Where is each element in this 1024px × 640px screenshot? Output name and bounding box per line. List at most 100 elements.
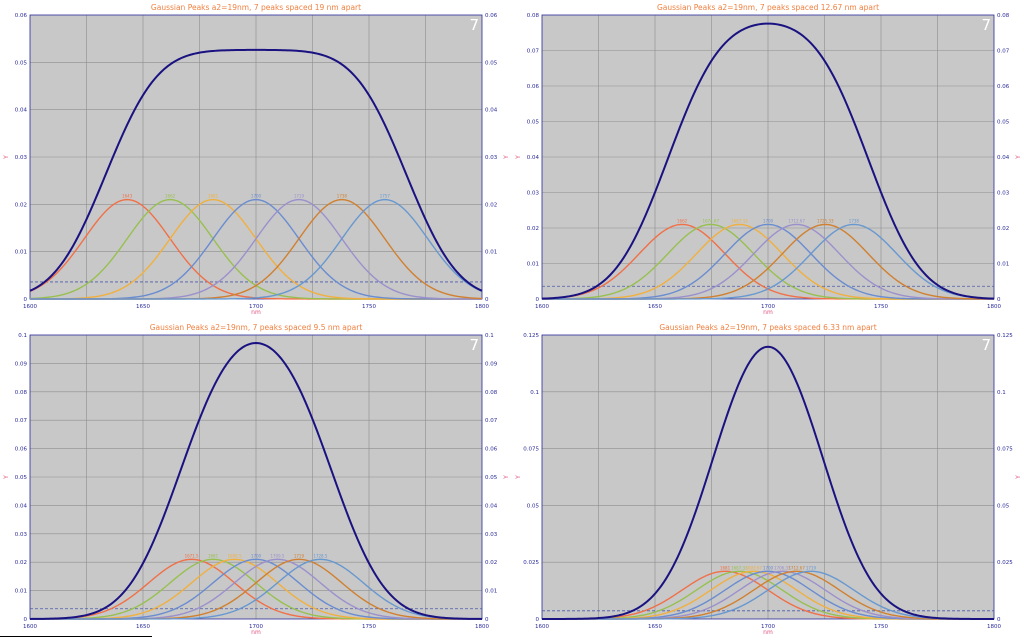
y-axis-label: Y	[515, 475, 522, 480]
peak-label-4: 1700	[763, 218, 774, 223]
y2-tick-label: 0.025	[997, 560, 1013, 566]
y2-tick-label: 0.08	[485, 390, 498, 396]
y-tick-label: 0.04	[15, 108, 28, 114]
y2-tick-label: 0.06	[485, 447, 498, 453]
y2-tick-label: 0.05	[997, 503, 1010, 509]
peak-label-3: 1687.33	[731, 218, 748, 223]
y2-tick-label: 0.03	[485, 532, 498, 538]
peak-curve-7	[30, 198, 483, 300]
y-axis-label: Y	[515, 155, 522, 160]
x-tick-label: 1650	[648, 624, 662, 630]
x-axis-label: nm	[763, 309, 773, 316]
x-tick-label: 1600	[23, 304, 37, 310]
x-tick-label: 1650	[136, 624, 150, 630]
y-tick-label: 0.06	[527, 84, 540, 90]
y2-tick-label: 0	[485, 297, 489, 303]
peak-label-1: 1643	[122, 194, 133, 199]
peak-label-5: 1709.5	[270, 553, 284, 558]
peak-label-5: 1706.33	[774, 565, 791, 570]
y-tick-label: 0.08	[15, 390, 28, 396]
y-tick-label: 0.03	[15, 532, 28, 538]
y2-tick-label: 0.05	[485, 475, 498, 481]
y2-tick-label: 0.09	[485, 361, 498, 367]
y-tick-label: 0.02	[15, 560, 27, 566]
y2-tick-label: 0.03	[997, 191, 1010, 197]
y2-tick-label: 0.02	[485, 560, 497, 566]
y-tick-label: 0.1	[530, 390, 539, 396]
x-tick-label: 1750	[874, 304, 888, 310]
peak-label-1: 1662	[677, 218, 688, 223]
peak-curve-7	[542, 570, 994, 620]
peak-label-7: 1757	[380, 194, 391, 199]
y-tick-label: 0.06	[15, 13, 28, 19]
chart-19nm-spacing: Gaussian Peaks a2=19nm, 7 peaks spaced 1…	[3, 3, 510, 316]
y2-tick-label: 0.125	[997, 333, 1013, 339]
peak-count-badge: 7	[981, 336, 991, 354]
sum-envelope-curve	[542, 345, 994, 620]
peak-label-5: 1719	[294, 194, 305, 199]
y2-tick-label: 0.04	[485, 108, 498, 114]
y-tick-label: 0.06	[15, 447, 28, 453]
y2-tick-label: 0.01	[997, 262, 1009, 268]
peak-label-1: 1681	[720, 565, 731, 570]
y2-tick-label: 0.01	[485, 589, 497, 595]
y-tick-label: 0.07	[15, 418, 28, 424]
y-axis-label: Y	[3, 155, 10, 160]
y2-tick-label: 0.05	[997, 120, 1010, 126]
x-tick-label: 1750	[874, 624, 888, 630]
peak-label-6: 1738	[337, 194, 348, 199]
peak-label-7: 1738	[849, 218, 860, 223]
chart-panel-1: Gaussian Peaks a2=19nm, 7 peaks spaced 1…	[0, 0, 512, 320]
y2-tick-label: 0.07	[997, 49, 1010, 55]
chart-12-67nm-spacing: Gaussian Peaks a2=19nm, 7 peaks spaced 1…	[515, 3, 1022, 316]
x-tick-label: 1700	[761, 624, 775, 630]
y2-tick-label: 0.06	[485, 13, 498, 19]
scale-bar	[0, 636, 152, 637]
y-tick-label: 0	[24, 297, 28, 303]
x-tick-label: 1650	[136, 304, 150, 310]
x-axis-label: nm	[251, 629, 261, 636]
y2-tick-label: 0	[997, 297, 1001, 303]
y2-tick-label: 0.02	[485, 202, 497, 208]
peak-label-2: 1674.67	[702, 218, 719, 223]
plot-frame	[29, 14, 483, 300]
peak-label-1: 1671.5	[185, 553, 199, 558]
peak-label-3: 1681	[208, 194, 219, 199]
y-tick-label: 0.075	[523, 447, 539, 453]
x-tick-label: 1700	[761, 304, 775, 310]
x-tick-label: 1800	[475, 304, 489, 310]
y-tick-label: 0	[536, 297, 540, 303]
x-tick-label: 1750	[362, 304, 376, 310]
y2-tick-label: 0	[485, 617, 489, 623]
y2-tick-label: 0.08	[997, 13, 1010, 19]
y-tick-label: 0.05	[15, 475, 28, 481]
y-tick-label: 0.05	[15, 60, 28, 66]
y-tick-label: 0.03	[15, 155, 28, 161]
y-tick-label: 0.125	[523, 333, 539, 339]
y-tick-label: 0.1	[18, 333, 27, 339]
x-tick-label: 1800	[987, 304, 1001, 310]
x-axis-label: nm	[251, 309, 261, 316]
y2-tick-label: 0.02	[997, 226, 1009, 232]
y2-axis-label: Y	[503, 475, 510, 480]
chart-panel-2: Gaussian Peaks a2=19nm, 7 peaks spaced 1…	[512, 0, 1024, 320]
peak-count-badge: 7	[469, 16, 479, 34]
chart-title: Gaussian Peaks a2=19nm, 7 peaks spaced 1…	[657, 3, 879, 12]
peak-label-7: 1719	[806, 565, 817, 570]
y-tick-label: 0.04	[527, 155, 540, 161]
y2-tick-label: 0.1	[997, 390, 1006, 396]
peak-label-6: 1712.67	[788, 565, 805, 570]
chart-title: Gaussian Peaks a2=19nm, 7 peaks spaced 6…	[659, 323, 876, 332]
plot-frame	[541, 334, 995, 620]
y-tick-label: 0.05	[527, 120, 540, 126]
y2-axis-label: Y	[503, 155, 510, 160]
y2-tick-label: 0.04	[485, 503, 498, 509]
y-tick-label: 0.05	[527, 503, 540, 509]
x-tick-label: 1750	[362, 624, 376, 630]
peak-label-2: 1687.33	[731, 565, 748, 570]
y-tick-label: 0.09	[15, 361, 28, 367]
peak-label-6: 1725.33	[817, 218, 834, 223]
y2-tick-label: 0.01	[485, 250, 497, 256]
y-tick-label: 0.08	[527, 13, 540, 19]
y-tick-label: 0	[536, 617, 540, 623]
